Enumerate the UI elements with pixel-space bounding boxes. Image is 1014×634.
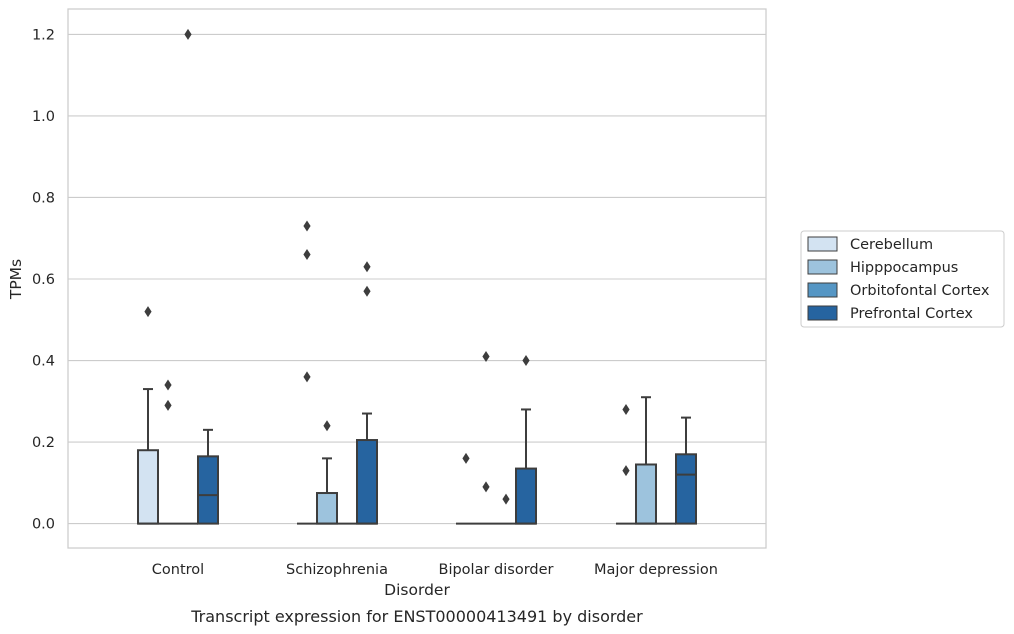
box-body xyxy=(635,463,657,525)
outlier-point xyxy=(482,481,490,493)
box xyxy=(316,420,338,525)
y-tick-label: 1.0 xyxy=(32,109,55,125)
outlier-point xyxy=(303,249,311,261)
outlier-point xyxy=(363,285,371,297)
outlier-point xyxy=(303,220,311,232)
outlier-point xyxy=(164,399,172,411)
x-tick-label: Bipolar disorder xyxy=(439,562,554,578)
outlier-point xyxy=(482,350,490,362)
box xyxy=(635,396,657,525)
outlier-point xyxy=(303,371,311,383)
x-axis-title: Disorder xyxy=(384,581,450,599)
box xyxy=(137,306,159,525)
outlier-point xyxy=(184,28,192,40)
box-body xyxy=(197,455,219,525)
y-tick-label: 0.8 xyxy=(32,190,55,206)
legend-label: Hipppocampus xyxy=(850,260,958,276)
box xyxy=(496,493,516,525)
outlier-point xyxy=(522,355,530,367)
x-tick-labels: Control Schizophrenia Bipolar disorder Majo… xyxy=(152,562,718,578)
box xyxy=(476,350,496,525)
legend-swatch xyxy=(807,259,838,275)
outlier-point xyxy=(502,493,510,505)
y-tick-label: 0.0 xyxy=(32,517,55,533)
y-tick-label: 1.2 xyxy=(32,27,55,43)
box-body xyxy=(316,492,338,525)
outlier-point xyxy=(144,306,152,318)
legend-swatch xyxy=(807,282,838,298)
box xyxy=(197,428,219,525)
legend-swatch xyxy=(807,236,838,252)
legend-label: Orbitofontal Cortex xyxy=(850,283,990,299)
outlier-point xyxy=(622,403,630,415)
y-tick-label: 0.4 xyxy=(32,354,55,370)
grid-lines xyxy=(68,33,766,525)
y-tick-label: 0.2 xyxy=(32,435,55,451)
box xyxy=(456,452,476,525)
box xyxy=(158,379,178,525)
chart-caption: Transcript expression for ENST0000041349… xyxy=(190,607,643,626)
outlier-point xyxy=(622,465,630,477)
x-tick-label: Schizophrenia xyxy=(286,562,388,578)
box-body xyxy=(356,439,378,525)
box-body xyxy=(515,467,537,525)
box xyxy=(675,416,697,525)
x-tick-label: Major depression xyxy=(594,562,718,578)
box xyxy=(356,261,378,525)
box-series xyxy=(137,28,697,525)
box xyxy=(297,220,317,525)
legend-label: Cerebellum xyxy=(850,237,933,253)
outlier-point xyxy=(164,379,172,391)
legend-frame xyxy=(800,230,1005,328)
legend: Cerebellum Hipppocampus Orbitofontal Corte… xyxy=(800,230,1005,328)
outlier-point xyxy=(462,452,470,464)
box xyxy=(515,355,537,525)
box-body xyxy=(675,453,697,525)
box xyxy=(178,28,198,525)
outlier-point xyxy=(363,261,371,273)
y-tick-labels: 0.0 0.2 0.4 0.6 0.8 1.0 1.2 xyxy=(32,27,55,532)
box-body xyxy=(137,449,159,525)
outlier-point xyxy=(323,420,331,432)
x-tick-label: Control xyxy=(152,562,204,578)
plot-frame xyxy=(67,8,767,549)
legend-items: Cerebellum Hipppocampus Orbitofontal Corte… xyxy=(807,236,990,322)
y-axis-title: TPMs xyxy=(7,259,25,300)
legend-label: Prefrontal Cortex xyxy=(850,306,973,322)
y-tick-label: 0.6 xyxy=(32,272,55,288)
legend-swatch xyxy=(807,305,838,321)
box xyxy=(616,403,636,525)
